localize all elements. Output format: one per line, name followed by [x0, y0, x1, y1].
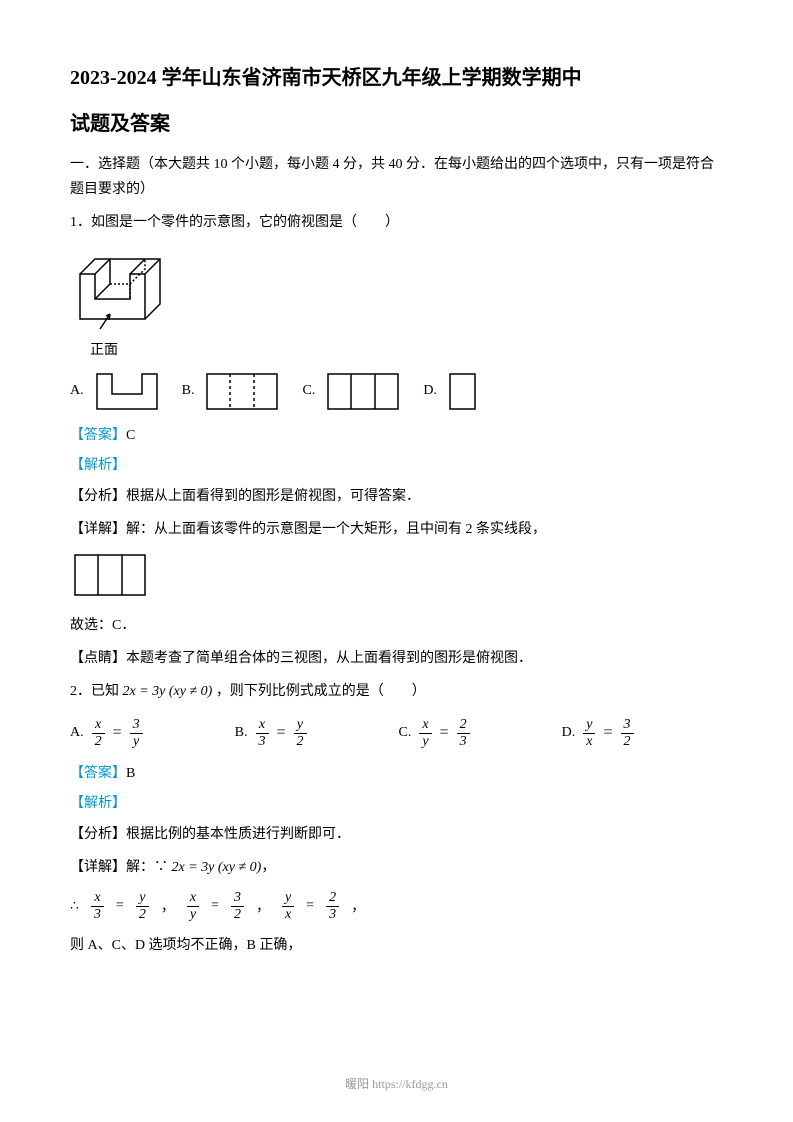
answer-value: C: [126, 428, 135, 443]
q2-equation: 2x = 3y (xy ≠ 0): [123, 684, 213, 699]
analysis-label-1: 【解析】: [70, 454, 723, 474]
option-2b-label: B.: [235, 725, 248, 741]
option-c: C.: [302, 369, 403, 414]
front-label: 正面: [90, 339, 723, 359]
q2-suffix: ，则下列比例式成立的是（ ）: [216, 684, 426, 699]
therefore-symbol: ∴: [70, 898, 79, 915]
question-2-text: 2．已知 2x = 3y (xy ≠ 0) ，则下列比例式成立的是（ ）: [70, 679, 723, 704]
analysis-1-sub2: 【详解】解：从上面看该零件的示意图是一个大矩形，且中间有 2 条实线段，: [70, 517, 723, 542]
option-2a-label: A.: [70, 725, 84, 741]
analysis-2-sub2-prefix: 解：∵: [126, 860, 168, 875]
question-1-diagram-3d: 正面: [70, 244, 723, 359]
conclusion-1: 故选：C．: [70, 613, 723, 638]
question-1-options: A. B. C. D.: [70, 369, 723, 414]
option-b-label: B.: [182, 383, 195, 399]
section-header: 一．选择题（本大题共 10 个小题，每小题 4 分，共 40 分．在每小题给出的…: [70, 152, 723, 202]
point-text: 本题考查了简单组合体的三视图，从上面看得到的图形是俯视图．: [126, 651, 532, 666]
analysis-sub2-label: 【详解】: [70, 522, 126, 537]
option-d: D.: [423, 369, 480, 414]
option-2c: C. xy = 23: [399, 717, 472, 750]
question-2-answer: 【答案】B: [70, 762, 723, 782]
option-d-label: D.: [423, 383, 437, 399]
exam-title-line2: 试题及答案: [70, 106, 723, 142]
answer-label: 【答案】: [70, 428, 126, 443]
detail-eq: 2x = 3y (xy ≠ 0): [172, 860, 262, 875]
analysis-sub1-text: 根据从上面看得到的图形是俯视图，可得答案．: [126, 489, 420, 504]
option-2a: A. x2 = 3y: [70, 717, 145, 750]
option-2d: D. yx = 32: [562, 717, 636, 750]
question-2-options: A. x2 = 3y B. x3 = y2 C. xy = 23 D. yx =…: [70, 717, 723, 750]
analysis-sub1-label: 【分析】: [70, 489, 126, 504]
analysis-label-2: 【解析】: [70, 792, 723, 812]
detail-suffix: ，: [261, 860, 275, 875]
part-3d-icon: [70, 244, 180, 334]
option-a-label: A.: [70, 383, 84, 399]
question-1-answer: 【答案】C: [70, 424, 723, 444]
answer-diagram-icon: [70, 550, 150, 600]
answer-label-2: 【答案】: [70, 766, 126, 781]
therefore-line: ∴ x3 = y2 ， xy = 32 ， yx = 23 ，: [70, 890, 723, 923]
point-label: 【点睛】: [70, 651, 126, 666]
analysis-sub2-text: 解：从上面看该零件的示意图是一个大矩形，且中间有 2 条实线段，: [126, 522, 546, 537]
question-1-text: 1．如图是一个零件的示意图，它的俯视图是（ ）: [70, 210, 723, 235]
analysis-2-sub1-label: 【分析】: [70, 827, 126, 842]
option-a: A.: [70, 369, 162, 414]
answer-diagram: [70, 550, 723, 605]
option-2b: B. x3 = y2: [235, 717, 309, 750]
q2-prefix: 2．已知: [70, 684, 119, 699]
exam-title-line1: 2023-2024 学年山东省济南市天桥区九年级上学期数学期中: [70, 60, 723, 96]
option-c-icon: [323, 369, 403, 414]
conclusion-2: 则 A、C、D 选项均不正确，B 正确，: [70, 933, 723, 958]
option-2c-label: C.: [399, 725, 412, 741]
analysis-1-sub1: 【分析】根据从上面看得到的图形是俯视图，可得答案．: [70, 484, 723, 509]
analysis-2-sub1: 【分析】根据比例的基本性质进行判断即可．: [70, 822, 723, 847]
option-a-icon: [92, 369, 162, 414]
point-1: 【点睛】本题考查了简单组合体的三视图，从上面看得到的图形是俯视图．: [70, 646, 723, 671]
option-b: B.: [182, 369, 283, 414]
option-2d-label: D.: [562, 725, 576, 741]
option-d-icon: [445, 369, 480, 414]
analysis-2-sub1-text: 根据比例的基本性质进行判断即可．: [126, 827, 350, 842]
option-c-label: C.: [302, 383, 315, 399]
analysis-2-sub2: 【详解】解：∵ 2x = 3y (xy ≠ 0)，: [70, 855, 723, 880]
option-b-icon: [202, 369, 282, 414]
analysis-2-sub2-label: 【详解】: [70, 860, 126, 875]
footer-watermark: 暖阳 https://kfdgg.cn: [0, 1075, 793, 1092]
answer-value-2: B: [126, 766, 135, 781]
